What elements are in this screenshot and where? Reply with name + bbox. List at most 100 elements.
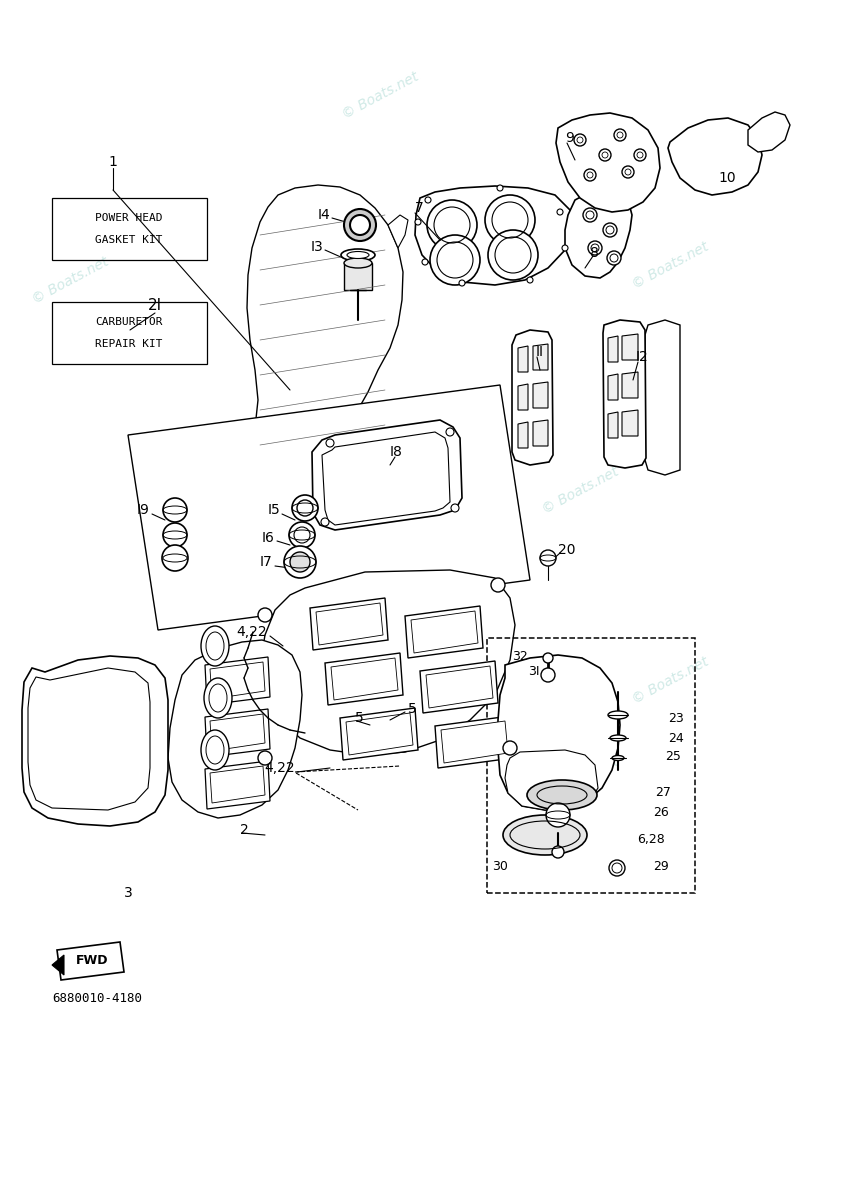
Polygon shape [260, 570, 515, 755]
Circle shape [497, 185, 503, 191]
Text: © Boats.net: © Boats.net [629, 654, 710, 706]
Polygon shape [602, 320, 645, 468]
Text: I7: I7 [259, 554, 272, 569]
Circle shape [422, 259, 428, 265]
Circle shape [540, 668, 555, 682]
Ellipse shape [609, 734, 625, 740]
Polygon shape [607, 412, 618, 438]
Polygon shape [312, 420, 462, 530]
Polygon shape [245, 185, 402, 530]
Polygon shape [498, 655, 619, 810]
Circle shape [284, 546, 315, 578]
Polygon shape [204, 761, 270, 809]
Text: © Boats.net: © Boats.net [139, 464, 221, 516]
Circle shape [424, 197, 430, 203]
Polygon shape [411, 611, 477, 653]
Polygon shape [440, 721, 508, 763]
Polygon shape [321, 432, 450, 524]
Polygon shape [621, 372, 637, 398]
Circle shape [458, 280, 464, 286]
Polygon shape [532, 420, 547, 446]
Circle shape [289, 522, 314, 548]
Circle shape [602, 223, 616, 236]
Circle shape [487, 230, 538, 280]
Text: 5: 5 [407, 702, 417, 716]
Polygon shape [435, 716, 512, 768]
Circle shape [427, 200, 476, 250]
Circle shape [527, 277, 532, 283]
Polygon shape [325, 653, 402, 704]
Text: 32: 32 [512, 650, 527, 664]
Polygon shape [210, 714, 265, 751]
Ellipse shape [607, 710, 627, 719]
Ellipse shape [201, 626, 228, 666]
Text: © Boats.net: © Boats.net [538, 754, 620, 806]
Text: 1: 1 [108, 155, 118, 169]
Text: © Boats.net: © Boats.net [189, 754, 270, 806]
Circle shape [491, 578, 504, 592]
Text: I6: I6 [262, 530, 274, 545]
Polygon shape [415, 186, 572, 284]
Ellipse shape [204, 678, 232, 718]
Circle shape [320, 518, 329, 526]
Polygon shape [425, 666, 492, 708]
Polygon shape [517, 384, 527, 410]
Text: I8: I8 [389, 445, 402, 458]
Text: 20: 20 [557, 542, 575, 557]
Circle shape [163, 523, 187, 547]
Circle shape [543, 653, 552, 662]
Polygon shape [564, 188, 631, 278]
Text: 3: 3 [124, 886, 132, 900]
Text: 6,28: 6,28 [636, 834, 664, 846]
Polygon shape [315, 602, 383, 644]
Text: 2I: 2I [147, 299, 162, 313]
Text: I5: I5 [267, 503, 279, 517]
Polygon shape [532, 382, 547, 408]
Text: © Boats.net: © Boats.net [29, 254, 111, 306]
Circle shape [584, 169, 596, 181]
Text: 25: 25 [665, 750, 680, 762]
Circle shape [621, 166, 633, 178]
Circle shape [551, 846, 563, 858]
Circle shape [633, 149, 645, 161]
Text: 8: 8 [590, 246, 598, 260]
Text: I4: I4 [317, 208, 330, 222]
Text: 29: 29 [653, 859, 668, 872]
Text: POWER HEAD: POWER HEAD [95, 212, 163, 223]
Text: 27: 27 [654, 786, 670, 799]
Text: 30: 30 [492, 859, 508, 872]
Circle shape [349, 215, 370, 235]
Text: CARBURETOR: CARBURETOR [95, 317, 163, 326]
Polygon shape [331, 658, 398, 700]
Polygon shape [517, 422, 527, 448]
Polygon shape [168, 640, 302, 818]
Text: 24: 24 [667, 732, 683, 744]
Text: © Boats.net: © Boats.net [339, 464, 420, 516]
Circle shape [343, 209, 376, 241]
Polygon shape [621, 334, 637, 360]
Circle shape [163, 498, 187, 522]
Text: FWD: FWD [76, 954, 108, 967]
Polygon shape [346, 713, 412, 755]
Text: 2: 2 [239, 823, 249, 838]
Circle shape [608, 860, 625, 876]
Polygon shape [504, 750, 597, 810]
Polygon shape [607, 336, 618, 362]
Text: © Boats.net: © Boats.net [339, 68, 420, 121]
Circle shape [296, 500, 313, 516]
Polygon shape [747, 112, 789, 152]
Polygon shape [52, 955, 64, 974]
Text: © Boats.net: © Boats.net [538, 464, 620, 516]
Circle shape [162, 545, 187, 571]
Polygon shape [204, 656, 270, 704]
Polygon shape [667, 118, 761, 194]
Polygon shape [343, 263, 371, 290]
Text: I3: I3 [310, 240, 323, 254]
Circle shape [582, 208, 596, 222]
Text: © Boats.net: © Boats.net [29, 654, 111, 706]
Polygon shape [210, 662, 265, 698]
Circle shape [290, 552, 309, 572]
Text: 4,22: 4,22 [264, 761, 295, 775]
Circle shape [598, 149, 610, 161]
Polygon shape [309, 598, 388, 650]
